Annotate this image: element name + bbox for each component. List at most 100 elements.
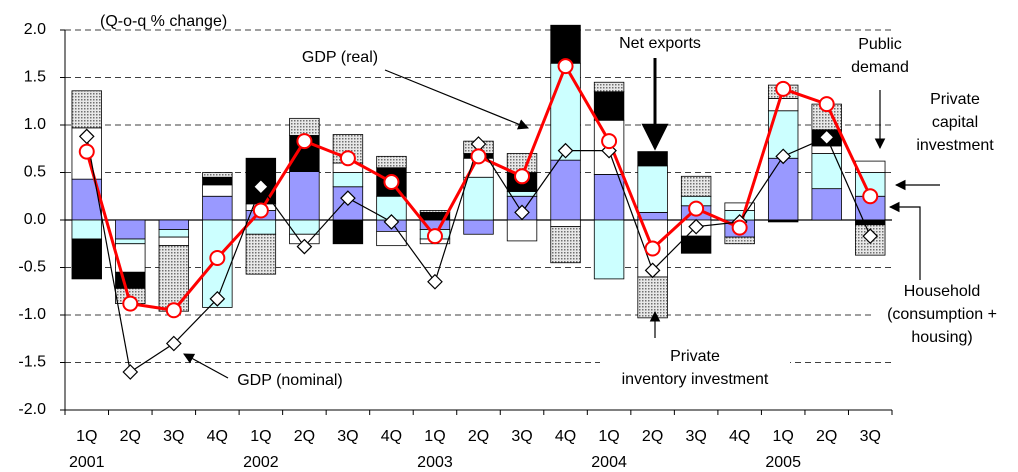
y-tick-label: 2.0 <box>24 21 46 38</box>
bar-segment <box>289 135 320 172</box>
marker <box>78 143 95 160</box>
bar-segment <box>419 210 451 213</box>
bar-segment <box>376 230 407 247</box>
bar-segment <box>202 195 233 221</box>
marker <box>514 168 531 185</box>
bar-segment <box>550 219 581 228</box>
marker <box>165 302 182 319</box>
bar-segment <box>202 184 233 197</box>
x-tick-label: 3Q <box>511 428 532 445</box>
x-year-label: 2001 <box>69 454 105 471</box>
marker <box>427 273 443 290</box>
x-tick-label: 1Q <box>773 428 794 445</box>
bar-segment <box>767 219 799 223</box>
x-tick-label: 1Q <box>598 428 619 445</box>
bar-segment <box>811 188 842 221</box>
marker <box>339 150 356 167</box>
series-label: Household (consumption + housing) <box>872 280 1012 349</box>
series-label: Private inventory investment <box>600 345 790 391</box>
bar-segment <box>767 98 799 112</box>
marker <box>122 295 139 312</box>
marker <box>731 219 748 236</box>
marker <box>818 96 835 113</box>
bar-segment <box>593 91 625 121</box>
y-unit-label: (Q-o-q % change) <box>100 13 227 30</box>
bar-segment <box>376 155 407 169</box>
marker <box>514 204 530 221</box>
marker <box>688 200 705 217</box>
x-tick-label: 2Q <box>816 428 837 445</box>
marker <box>78 128 95 145</box>
bar-segment <box>71 219 102 240</box>
bar-segment <box>637 165 668 213</box>
marker <box>383 214 400 230</box>
x-tick-label: 2Q <box>120 428 141 445</box>
x-year-label: 2004 <box>591 454 627 471</box>
bar-segment <box>637 211 668 221</box>
y-tick-label: -1.5 <box>18 354 46 371</box>
marker <box>818 129 835 146</box>
y-tick-label: 0.0 <box>24 211 46 228</box>
x-tick-label: 1Q <box>250 428 271 445</box>
bar-segment <box>115 271 146 289</box>
x-tick-label: 4Q <box>207 428 228 445</box>
marker <box>688 218 704 235</box>
bar-segment <box>593 219 625 280</box>
x-tick-label: 2Q <box>294 428 315 445</box>
bar-segment <box>289 171 320 221</box>
bar-segment <box>158 245 190 312</box>
bar-segment <box>332 172 364 188</box>
marker <box>557 58 574 75</box>
marker <box>122 364 139 380</box>
bar-segment <box>680 235 712 254</box>
marker <box>383 174 400 190</box>
x-tick-label: 1Q <box>424 428 445 445</box>
marker <box>775 148 792 165</box>
x-tick-label: 2Q <box>642 428 663 445</box>
y-tick-label: 1.0 <box>24 116 46 133</box>
bar-segment <box>550 226 581 264</box>
bar-segment <box>115 238 146 245</box>
bar-segment <box>767 157 799 221</box>
bar-segment <box>289 117 320 136</box>
x-tick-label: 4Q <box>729 428 750 445</box>
bar-segment <box>245 233 277 275</box>
x-tick-label: 1Q <box>76 428 97 445</box>
x-tick-label: 4Q <box>555 428 576 445</box>
bar-segment <box>855 219 886 226</box>
bar-segment <box>593 173 625 221</box>
bar-segment <box>332 219 364 245</box>
x-tick-label: 2Q <box>468 428 489 445</box>
marker <box>253 178 269 195</box>
marker <box>340 190 356 206</box>
series-label: Public demand <box>845 33 915 79</box>
marker <box>296 238 313 255</box>
bar-segment <box>202 176 233 186</box>
bar-segment <box>855 160 886 173</box>
bar-segment <box>550 159 581 221</box>
x-year-label: 2003 <box>417 454 453 471</box>
series-label: GDP (real) <box>290 46 390 69</box>
marker <box>601 133 618 150</box>
x-tick-label: 4Q <box>381 428 402 445</box>
series-label: Private capital investment <box>900 88 1010 157</box>
bar-segment <box>115 219 146 240</box>
arrow <box>888 201 921 282</box>
bar-segment <box>158 236 190 247</box>
bar-segment <box>463 176 494 221</box>
bar-segment <box>680 175 712 197</box>
bars <box>71 24 886 319</box>
x-tick-label: 3Q <box>337 428 358 445</box>
bar-segment <box>202 172 233 178</box>
marker <box>775 80 792 97</box>
series-label: Net exports <box>605 32 715 55</box>
bar-segment <box>506 219 538 242</box>
bar-segment <box>811 153 842 190</box>
marker <box>557 142 574 159</box>
grid: -2.0 -1.5 -1.0 -0.5 0.0 0.5 1.0 1.5 2.0 1Q 2001 2Q 3… <box>18 21 893 471</box>
x-tick-label: 3Q <box>163 428 184 445</box>
marker <box>426 228 443 245</box>
bar-segment <box>637 151 668 167</box>
